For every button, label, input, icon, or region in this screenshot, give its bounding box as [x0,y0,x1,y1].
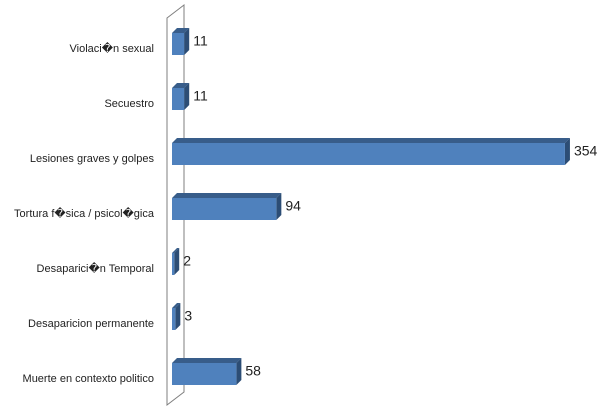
bar [172,198,277,220]
back-wall [166,3,185,407]
bar [172,363,237,385]
bar [172,253,175,275]
bar [172,143,565,165]
bar-top [172,303,181,308]
value-label: 2 [183,253,191,269]
category-label: Violaci�n sexual [70,41,154,55]
category-label: Secuestro [104,98,154,110]
bar-top [172,193,282,198]
bar-top [172,248,180,253]
bar-top [172,358,242,363]
bar [172,308,176,330]
category-label: Lesiones graves y golpes [30,153,155,165]
bar-top [172,138,570,143]
value-label: 94 [285,198,301,214]
value-label: 354 [574,143,598,159]
category-label: Muerte en contexto politico [23,373,154,385]
category-label: Desaparicion permanente [28,318,154,330]
value-label: 3 [184,308,192,324]
bar-side [564,138,570,165]
bar-side [174,248,180,275]
bar [172,33,185,55]
bar-side [184,83,190,110]
bar-side [276,193,282,220]
value-label: 11 [193,88,208,104]
bar-side [175,303,181,330]
bar-side [184,28,190,55]
bar-top [172,83,190,88]
category-label: Desaparici�n Temporal [37,261,154,275]
category-label: Tortura f�sica / psicol�gica [14,206,155,220]
bar-top [172,28,190,33]
bar [172,88,185,110]
value-label: 58 [245,363,261,379]
bar-side [236,358,242,385]
value-label: 11 [193,33,208,49]
